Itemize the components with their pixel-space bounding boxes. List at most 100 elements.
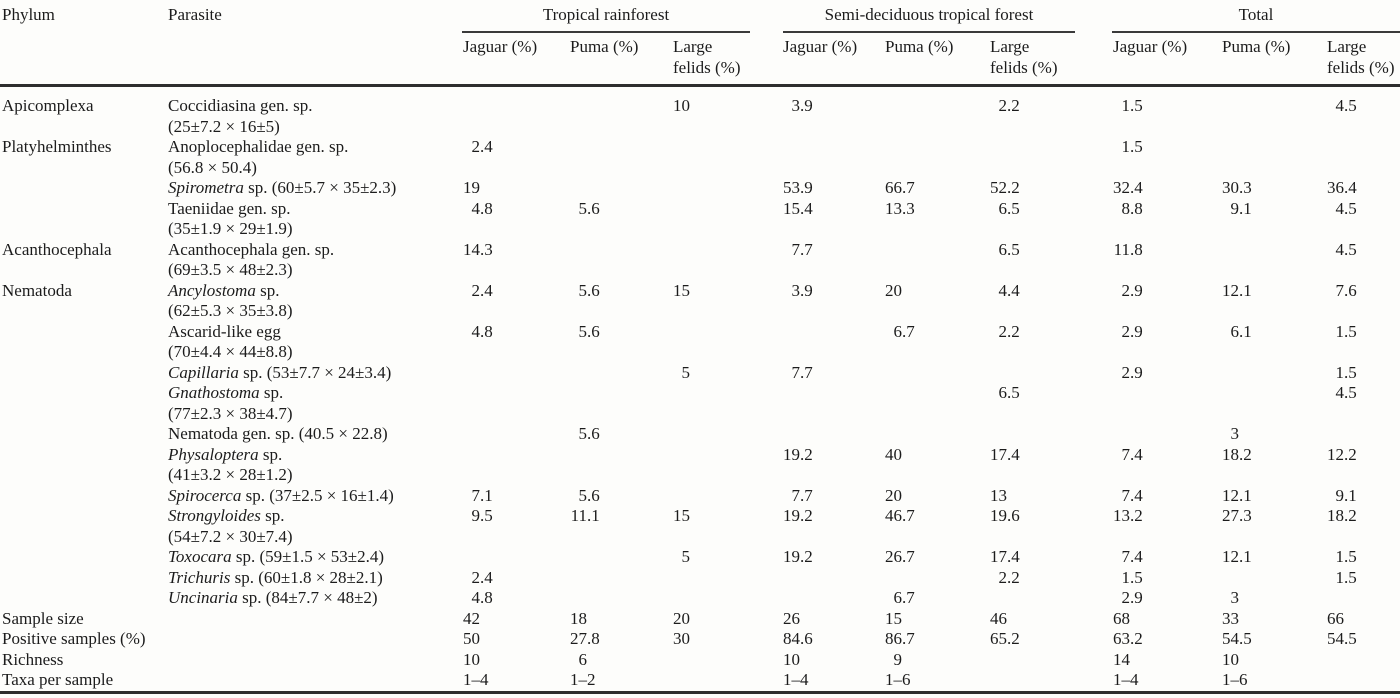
value-cell bbox=[1327, 650, 1400, 671]
genus-name: Spirometra bbox=[168, 178, 244, 197]
value-cell bbox=[673, 445, 783, 486]
value-cell bbox=[885, 240, 990, 281]
sub-header-sd-large-felids: Large felids (%) bbox=[990, 37, 1058, 77]
genus-name: Spirocerca bbox=[168, 485, 242, 505]
value-cell: 1.5 bbox=[1335, 567, 1357, 587]
value-cell bbox=[990, 424, 1113, 445]
value-cell: 19.6 bbox=[990, 506, 1020, 525]
value-cell: 1–2 bbox=[570, 670, 596, 689]
parasite-name: Spirometra sp. (60±5.7 × 35±2.3) bbox=[168, 178, 397, 197]
parasite-cell: Trichuris sp. (60±1.8 × 28±2.1) bbox=[168, 568, 463, 589]
value-cell bbox=[885, 96, 990, 137]
value-cell bbox=[463, 445, 570, 486]
value-cell: 2.9 bbox=[1121, 362, 1143, 382]
value-cell: 6.5 bbox=[998, 198, 1020, 218]
value-cell bbox=[463, 424, 570, 445]
value-cell bbox=[1222, 137, 1327, 178]
parasite-name: Taeniidae gen. sp. bbox=[168, 198, 291, 218]
parasite-name: Gnathostoma sp. bbox=[168, 383, 284, 402]
value-cell: 1.5 bbox=[1121, 137, 1143, 156]
value-cell: 65.2 bbox=[990, 629, 1020, 648]
phylum-cell bbox=[0, 506, 168, 547]
value-cell: 8.8 bbox=[1121, 198, 1143, 218]
value-cell: 2.4 bbox=[471, 567, 493, 587]
sub-header-total-large-felids: Large felids (%) bbox=[1327, 37, 1395, 77]
bottom-rule bbox=[0, 691, 1400, 694]
spanner-rule-total bbox=[1112, 31, 1400, 33]
value-cell bbox=[1327, 670, 1400, 691]
value-cell: 15 bbox=[885, 608, 902, 628]
value-cell: 7.7 bbox=[791, 485, 813, 505]
value-cell: 1–6 bbox=[1222, 670, 1248, 689]
value-cell bbox=[570, 445, 673, 486]
value-cell bbox=[570, 588, 673, 609]
sub-header-sd-jaguar: Jaguar (%) bbox=[783, 37, 858, 56]
value-cell bbox=[673, 322, 783, 363]
value-cell: 3 bbox=[1230, 588, 1240, 607]
phylum-cell bbox=[0, 322, 168, 363]
spanner-rule-semi-deciduous-forest bbox=[783, 31, 1075, 33]
value-cell: 32.4 bbox=[1113, 178, 1143, 197]
egg-dimensions: (62±5.3 × 35±3.8) bbox=[168, 301, 293, 320]
value-cell: 5.6 bbox=[578, 485, 600, 505]
egg-dimensions: (35±1.9 × 29±1.9) bbox=[168, 219, 293, 238]
value-cell: 46.7 bbox=[885, 506, 915, 525]
value-cell: 84.6 bbox=[783, 629, 813, 648]
value-cell bbox=[673, 650, 783, 671]
parasite-name: Anoplocephalidae gen. sp. bbox=[168, 137, 349, 156]
value-cell bbox=[570, 137, 673, 178]
value-cell: 18.2 bbox=[1222, 444, 1252, 464]
phylum-cell bbox=[0, 445, 168, 486]
value-cell: 1–6 bbox=[885, 670, 911, 689]
table-body: Apicomplexa Coccidiasina gen. sp. (25±7.2 … bbox=[0, 96, 1400, 691]
value-cell bbox=[1327, 424, 1400, 445]
value-cell: 4.8 bbox=[471, 588, 493, 607]
parasite-cell: Strongyloides sp. (54±7.2 × 30±7.4) bbox=[168, 506, 463, 547]
value-cell: 4.8 bbox=[471, 321, 493, 341]
group-header-total: Total bbox=[1238, 5, 1274, 24]
summary-row-label: Sample size bbox=[2, 608, 84, 628]
egg-dimensions: (69±3.5 × 48±2.3) bbox=[168, 260, 293, 279]
value-cell: 3.9 bbox=[791, 96, 813, 115]
value-cell: 1–4 bbox=[1113, 670, 1139, 689]
parasite-name: Physaloptera sp. bbox=[168, 444, 283, 464]
value-cell: 1.5 bbox=[1121, 567, 1143, 587]
sub-header-total-jaguar: Jaguar (%) bbox=[1113, 37, 1188, 56]
value-cell bbox=[1222, 96, 1327, 137]
value-cell: 5 bbox=[681, 362, 691, 382]
value-cell: 15 bbox=[673, 280, 690, 300]
column-header-parasite: Parasite bbox=[168, 5, 222, 24]
phylum-cell: Acanthocephala bbox=[2, 239, 112, 259]
phylum-cell bbox=[0, 424, 168, 445]
value-cell: 26.7 bbox=[885, 547, 915, 566]
summary-row-label: Richness bbox=[2, 649, 64, 669]
value-cell: 20 bbox=[885, 485, 902, 505]
group-header-semi-deciduous-forest: Semi-deciduous tropical forest bbox=[824, 5, 1034, 24]
value-cell: 1–4 bbox=[463, 670, 489, 689]
genus-name: Toxocara bbox=[168, 547, 232, 566]
value-cell: 1–4 bbox=[783, 670, 809, 689]
parasite-name: Ascarid-like egg bbox=[168, 321, 281, 341]
value-cell: 68 bbox=[1113, 608, 1130, 628]
value-cell: 1.5 bbox=[1335, 321, 1357, 341]
value-cell: 7.4 bbox=[1121, 547, 1143, 566]
value-cell bbox=[1113, 383, 1222, 424]
parasite-name: Ancylostoma sp. bbox=[168, 280, 280, 300]
value-cell: 46 bbox=[990, 608, 1007, 628]
phylum-cell: Platyhelminthes bbox=[2, 137, 112, 156]
parasite-cell: Toxocara sp. (59±1.5 × 53±2.4) bbox=[168, 547, 463, 568]
phylum-cell bbox=[0, 486, 168, 507]
value-cell: 19 bbox=[463, 178, 480, 197]
value-cell: 1.5 bbox=[1121, 96, 1143, 115]
phylum-cell bbox=[0, 568, 168, 589]
phylum-cell bbox=[0, 199, 168, 240]
parasite-cell: Acanthocephala gen. sp. (69±3.5 × 48±2.3) bbox=[168, 240, 463, 281]
value-cell: 11.1 bbox=[570, 506, 600, 525]
value-cell bbox=[783, 322, 885, 363]
value-cell: 18.2 bbox=[1327, 506, 1357, 525]
value-cell: 86.7 bbox=[885, 629, 915, 648]
value-cell: 6.5 bbox=[998, 239, 1020, 259]
value-cell: 2.9 bbox=[1121, 588, 1143, 607]
parasite-cell: Taeniidae gen. sp. (35±1.9 × 29±1.9) bbox=[168, 199, 463, 240]
phylum-cell bbox=[0, 363, 168, 384]
